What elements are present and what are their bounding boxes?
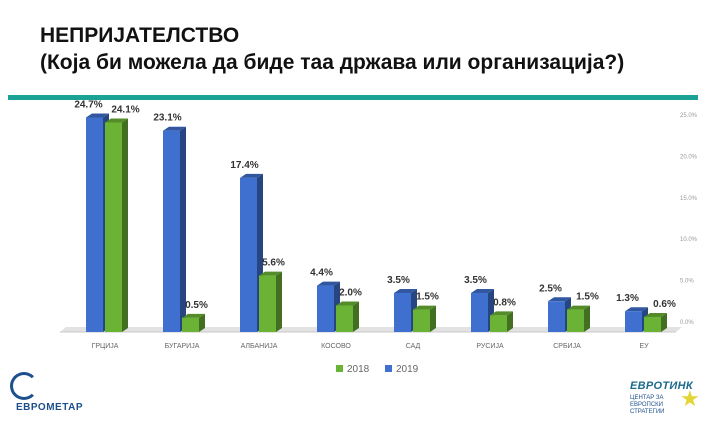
bar-2018-4 — [413, 309, 430, 332]
y-tick-label: 20.0% — [680, 154, 698, 160]
bar-2019-4 — [394, 293, 411, 332]
bar-2018-2-side — [276, 271, 282, 332]
bar-2018-6-top — [567, 305, 590, 310]
bar-2018-5-top — [490, 311, 513, 316]
bar-2018-7-top — [644, 313, 667, 318]
legend-label-2018: 2018 — [347, 364, 370, 375]
x-tick-label: КОСОВО — [321, 343, 351, 350]
bar-2019-3-top — [317, 281, 340, 286]
y-tick-label: 5.0% — [680, 279, 694, 285]
title-line-1: НЕПРИЈАТЕЛСТВО — [40, 24, 240, 47]
y-tick-label: 25.0% — [680, 113, 698, 119]
bar-2019-0 — [86, 117, 103, 332]
eurothink-logo-text: ЕВРОТИНК — [630, 380, 693, 392]
bar-2018-5-label: 0.8% — [493, 297, 516, 308]
bar-2019-3 — [317, 285, 334, 332]
bar-2019-1-side — [180, 126, 186, 333]
title-divider — [8, 95, 698, 100]
bar-2018-4-label: 1.5% — [416, 292, 439, 303]
bar-2019-6-top — [548, 297, 571, 302]
bar-2018-3-side — [353, 301, 359, 332]
bar-2019-1-label: 23.1% — [153, 113, 181, 124]
legend-label-2019: 2019 — [396, 364, 419, 375]
bar-2019-7-label: 1.3% — [616, 293, 639, 304]
bar-2019-4-top — [394, 289, 417, 294]
x-tick-label: БУГАРИЈА — [165, 343, 200, 350]
bar-2019-5-top — [471, 289, 494, 294]
y-tick-label: 0.0% — [680, 320, 694, 326]
x-tick-label: ЕУ — [639, 343, 649, 350]
bar-2019-2 — [240, 177, 257, 332]
bar-2018-6-label: 1.5% — [576, 292, 599, 303]
eurometar-logo-text: ЕВРОМЕТАР — [16, 402, 84, 413]
y-tick-label: 15.0% — [680, 196, 698, 202]
bar-2019-1 — [163, 130, 180, 332]
bar-2018-3-top — [336, 301, 359, 306]
bar-2018-7-side — [661, 313, 667, 332]
legend-swatch-2018 — [336, 365, 343, 372]
bar-2018-5 — [490, 315, 507, 332]
bar-2018-6 — [567, 309, 584, 332]
bar-2019-3-label: 4.4% — [310, 268, 333, 279]
x-tick-label: САД — [406, 343, 421, 350]
bar-2018-6-side — [584, 305, 590, 332]
bar-2019-4-label: 3.5% — [387, 275, 410, 286]
bar-2018-3-label: 2.0% — [339, 287, 362, 298]
bar-2018-1-side — [199, 313, 205, 332]
title-line-2: (Која би можела да биде таа држава или о… — [40, 51, 625, 74]
bar-2019-1-top — [163, 126, 186, 131]
bar-2018-3 — [336, 305, 353, 332]
x-tick-label: ГРЦИЈА — [92, 343, 119, 350]
bar-2018-1-label: 0.5% — [185, 300, 208, 311]
page-title: НЕПРИЈАТЕЛСТВО (Која би можела да биде т… — [40, 22, 624, 76]
bar-2019-6 — [548, 301, 565, 332]
bar-2018-2-top — [259, 271, 282, 276]
bar-2019-0-top — [86, 113, 109, 118]
bar-2018-2-label: 5.6% — [262, 258, 285, 269]
bar-2018-5-side — [507, 311, 513, 332]
bar-2018-0-side — [122, 118, 128, 333]
bar-2018-2 — [259, 275, 276, 332]
bar-2019-7 — [625, 311, 642, 332]
eurothink-logo-subtitle: ЦЕНТАР ЗА ЕВРОПСКИ СТРАТЕГИИ — [630, 395, 665, 415]
bar-2018-4-top — [413, 305, 436, 310]
bar-2018-1-top — [182, 313, 205, 318]
eurometar-logo: ЕВРОМЕТАР — [8, 372, 98, 417]
eurometar-emblem-icon — [10, 372, 38, 400]
star-icon: ★ — [680, 386, 700, 411]
legend-swatch-2019 — [385, 365, 392, 372]
bar-2018-7 — [644, 317, 661, 332]
bar-2019-2-top — [240, 173, 263, 178]
bar-2018-1 — [182, 317, 199, 332]
bar-2019-2-label: 17.4% — [230, 160, 258, 171]
eurothink-logo: ЕВРОТИНК ЦЕНТАР ЗА ЕВРОПСКИ СТРАТЕГИИ ★ — [630, 380, 712, 420]
bar-2018-0-top — [105, 118, 128, 123]
bar-2019-6-label: 2.5% — [539, 283, 562, 294]
bar-2018-4-side — [430, 305, 436, 332]
x-tick-label: РУСИЈА — [476, 343, 504, 350]
bar-2019-0-label: 24.7% — [74, 99, 102, 110]
bar-2018-7-label: 0.6% — [653, 299, 676, 310]
bar-2019-5-label: 3.5% — [464, 275, 487, 286]
chart-floor — [60, 327, 682, 332]
y-tick-label: 10.0% — [680, 237, 698, 243]
bar-2018-0-label: 24.1% — [111, 104, 139, 115]
bar-2019-7-top — [625, 307, 648, 312]
bar-2018-0 — [105, 122, 122, 333]
bar-2019-5 — [471, 293, 488, 332]
x-tick-label: АЛБАНИЈА — [241, 343, 278, 350]
x-tick-label: СРБИЈА — [553, 343, 581, 350]
